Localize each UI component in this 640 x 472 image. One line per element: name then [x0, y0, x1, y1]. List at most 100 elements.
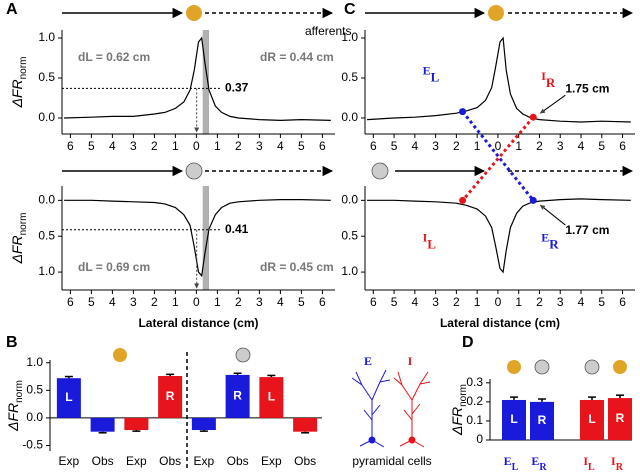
bar: [580, 399, 604, 440]
x-tick-label: 6: [319, 139, 326, 153]
x-tick-label: 2: [235, 295, 242, 309]
level-label: 0.41: [225, 222, 249, 236]
distance-label: 1.75 cm: [565, 81, 609, 95]
highlight-band: [202, 186, 209, 290]
marker-label: EL: [423, 63, 440, 85]
bar-label: R: [538, 413, 547, 427]
bar: [502, 399, 526, 440]
x-tick-label: 3: [130, 139, 137, 153]
x-tick-label: 6: [619, 295, 626, 309]
x-tick-label: 0: [193, 295, 200, 309]
y-tick-label: 0.5: [341, 228, 358, 242]
line-series: [367, 198, 631, 274]
afferents-label: afferents: [305, 24, 351, 38]
x-tick-label: 5: [598, 139, 605, 153]
y-axis-label: ΔFRnorm: [5, 380, 25, 432]
x-tick-label: Obs: [294, 454, 316, 468]
y-tick-label: 1.0: [26, 355, 43, 369]
x-tick-label: 3: [557, 295, 564, 309]
category-letter: I: [583, 454, 588, 468]
x-tick-label: Obs: [227, 454, 249, 468]
x-tick-label: 5: [298, 295, 305, 309]
x-tick-label: 4: [578, 295, 585, 309]
x-tick-label: 5: [391, 295, 398, 309]
x-tick-label: 3: [256, 295, 263, 309]
marker-letter: E: [423, 63, 431, 77]
x-tick-label: 2: [536, 295, 543, 309]
category-sub: L: [512, 462, 519, 472]
bar-label: R: [616, 411, 625, 425]
y-tick-label: 0.5: [26, 383, 43, 397]
bar-label: L: [268, 390, 275, 404]
y-tick-label: -0.5: [22, 438, 43, 452]
bar-label: R: [166, 389, 175, 403]
y-tick-label: 1.0: [341, 264, 358, 278]
line-series: [64, 36, 331, 122]
stimulus-circles: [113, 5, 627, 375]
bar-label: L: [510, 412, 517, 426]
x-tick-label: Obs: [92, 454, 114, 468]
y-tick-label: 0.0: [38, 193, 55, 207]
marker-label: IR: [541, 69, 556, 91]
line-series: [367, 36, 631, 123]
x-tick-label: 3: [130, 295, 137, 309]
y-axis-label: ΔFRnorm: [9, 57, 29, 109]
y-tick-label: 0.3: [466, 375, 483, 389]
y-tick-label: 0.0: [38, 110, 55, 124]
panel-letter: C: [344, 1, 356, 18]
bar: [293, 417, 318, 432]
y-tick-label: 1.0: [38, 264, 55, 278]
category-letter: I: [611, 454, 616, 468]
line-series: [64, 199, 331, 278]
distance-pointer: [539, 94, 566, 114]
x-tick-label: Exp: [194, 454, 215, 468]
y-tick-label: 0.5: [38, 228, 55, 242]
bar: [158, 375, 183, 418]
marker-label: IL: [423, 230, 437, 252]
pyramidal-cell-e: [351, 369, 391, 448]
x-tick-label: 6: [370, 295, 377, 309]
x-tick-label: 2: [453, 139, 460, 153]
y-tick-label: 0.2: [466, 394, 483, 408]
y-tick-label: 1.0: [38, 30, 55, 44]
x-axis-label: Lateral distance (cm): [138, 316, 258, 330]
y-tick-label: 0.0: [341, 193, 358, 207]
distance-pointer: [539, 204, 566, 226]
y-axis-label-main: ΔFR: [9, 79, 25, 108]
bar: [191, 417, 216, 431]
bar: [259, 377, 284, 418]
y-tick-label: 0: [476, 432, 483, 446]
pyramidal-cell-i: [393, 371, 431, 448]
bar-label: L: [588, 412, 595, 426]
marker-connector: [461, 110, 535, 202]
distance-annotation: dR = 0.45 cm: [260, 260, 334, 274]
y-axis-label-sub: norm: [458, 384, 469, 407]
x-tick-label: Exp: [59, 454, 80, 468]
marker-letter: I: [423, 230, 428, 244]
x-tick-label: 3: [557, 139, 564, 153]
panel-letter: B: [6, 334, 18, 351]
y-tick-label: 0.1: [466, 413, 483, 427]
x-tick-label: 6: [619, 139, 626, 153]
marker-letter: I: [541, 69, 546, 83]
category-sub: L: [588, 462, 595, 472]
x-tick-label: 2: [151, 295, 158, 309]
distance-label: 1.77 cm: [565, 223, 609, 237]
x-axis-label: Lateral distance (cm): [440, 316, 560, 330]
marker-sub: L: [431, 70, 440, 85]
y-axis-label-main: ΔFR: [5, 403, 21, 432]
x-tick-label: IL: [583, 454, 595, 472]
x-tick-label: ER: [531, 454, 547, 472]
x-tick-label: 1: [172, 139, 179, 153]
x-tick-label: 1: [214, 295, 221, 309]
x-tick-label: 6: [319, 295, 326, 309]
y-tick-label: 1.0: [341, 30, 358, 44]
x-tick-label: 2: [453, 295, 460, 309]
x-tick-label: 1: [515, 295, 522, 309]
x-tick-label: IR: [611, 454, 624, 472]
y-axis-label: ΔFRnorm: [449, 384, 469, 436]
x-tick-label: 4: [109, 139, 116, 153]
y-axis-label-sub: norm: [18, 213, 29, 236]
highlight-band: [202, 30, 209, 134]
